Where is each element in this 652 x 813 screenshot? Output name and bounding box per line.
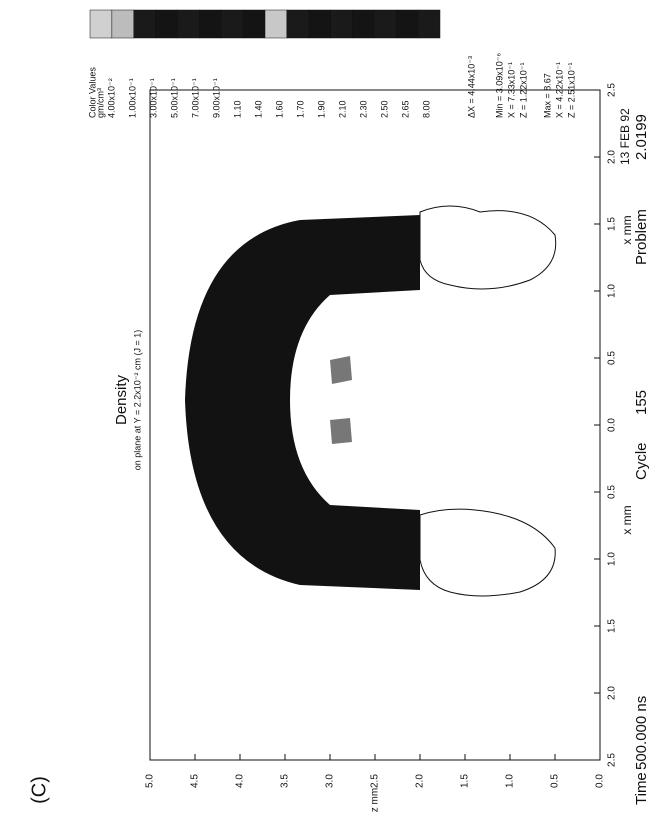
y-tick-label: 2.5 <box>370 774 381 788</box>
x-tick-label: 1.5 <box>607 217 618 231</box>
stat: Min = 3.09x10⁻⁶ <box>494 52 504 118</box>
time-label: Time <box>633 772 650 805</box>
x-tick-label: 2.0 <box>607 150 618 164</box>
panel-label: (C) <box>28 776 50 804</box>
y-axis-label: z mm <box>370 788 381 812</box>
density-field <box>185 215 420 590</box>
colorbar-segment <box>112 10 134 38</box>
x-tick-label: 2.0 <box>607 686 618 700</box>
cycle: 155 <box>633 390 650 415</box>
x-axis-label: x mm <box>620 505 634 534</box>
stat: X = 4.22x10⁻¹ <box>554 62 564 118</box>
legend-level: 7.00x10⁻¹ <box>190 78 200 118</box>
legend-level: 2.65 <box>400 100 410 118</box>
chart-title: Density <box>113 374 130 425</box>
colorbar-segment <box>396 10 418 38</box>
colorbar-segment <box>221 10 243 38</box>
legend-level: 1.40 <box>253 100 263 118</box>
colorbar-segment <box>156 10 178 38</box>
date: 13 FEB 92 <box>618 108 632 165</box>
stat: X = 7.33x10⁻¹ <box>506 62 516 118</box>
legend-level: 2.50 <box>379 100 389 118</box>
legend-level: 1.70 <box>295 100 305 118</box>
colorbar-segment <box>287 10 309 38</box>
x-tick-label: 1.0 <box>607 552 618 566</box>
stat: Max = 8.67 <box>542 73 552 118</box>
problem: 2.0199 <box>633 114 650 160</box>
colorbar-segment <box>265 10 287 38</box>
y-tick-label: 1.0 <box>505 774 516 788</box>
colorbar-segment <box>90 10 112 38</box>
legend-level: 1.90 <box>316 100 326 118</box>
x-tick-label: 0.0 <box>607 418 618 432</box>
legend-level: 1.60 <box>274 100 284 118</box>
x-tick-label: 2.5 <box>607 83 618 97</box>
low-density-lobe <box>420 509 555 596</box>
x-tick-label: 1.0 <box>607 284 618 298</box>
legend-level: 5.00x10⁻¹ <box>169 78 179 118</box>
legend-level: 8.00 <box>421 100 431 118</box>
legend-level: 1.00x10⁻¹ <box>127 78 137 118</box>
colorbar-segment <box>243 10 265 38</box>
legend-level: 3.00x10⁻¹ <box>148 78 158 118</box>
y-tick-label: 3.5 <box>280 774 291 788</box>
cycle-label: Cycle <box>633 442 650 480</box>
stat: Z = 1.22x10⁻¹ <box>518 62 528 118</box>
colorbar-segment <box>418 10 440 38</box>
stat: Z = 2.51x10⁻¹ <box>566 62 576 118</box>
y-tick-label: 3.0 <box>325 774 336 788</box>
colorbar-segment <box>374 10 396 38</box>
y-tick-label: 4.5 <box>190 774 201 788</box>
legend-level: 9.00x10⁻¹ <box>211 78 221 118</box>
low-density-lobe <box>420 206 556 289</box>
problem-label: Problem <box>633 209 650 265</box>
y-tick-label: 0.0 <box>595 774 606 788</box>
chart: Density on plane at Y = 2.2x10⁻² cm (J =… <box>0 0 652 813</box>
colorbar-segment <box>199 10 221 38</box>
x-tick-label: 0.5 <box>607 351 618 365</box>
y-tick-label: 4.0 <box>235 774 246 788</box>
legend-level: 2.10 <box>337 100 347 118</box>
legend-level: 4.00x10⁻² <box>106 78 116 118</box>
legend-level: 2.30 <box>358 100 368 118</box>
stat: ΔX = 4.44x10⁻³ <box>466 56 476 118</box>
y-tick-label: 0.5 <box>550 774 561 788</box>
colorbar-segment <box>353 10 375 38</box>
colorbar-segment <box>331 10 353 38</box>
y-tick-label: 2.0 <box>415 774 426 788</box>
density-detail <box>330 356 352 444</box>
legend-level: 1.10 <box>232 100 242 118</box>
x-tick-label: 1.5 <box>607 619 618 633</box>
y-tick-label: 1.5 <box>460 774 471 788</box>
y-tick-label: 5.0 <box>145 774 156 788</box>
chart-subtitle: on plane at Y = 2.2x10⁻² cm (J = 1) <box>132 330 142 471</box>
x-tick-label: 0.5 <box>607 485 618 499</box>
colorbar-segment <box>309 10 331 38</box>
colorbar-segment <box>178 10 200 38</box>
time: 500.000 ns <box>633 696 650 770</box>
legend-units: gm/cm³ <box>95 88 105 118</box>
x-tick-label: 2.5 <box>607 753 618 767</box>
colorbar-segment <box>134 10 156 38</box>
